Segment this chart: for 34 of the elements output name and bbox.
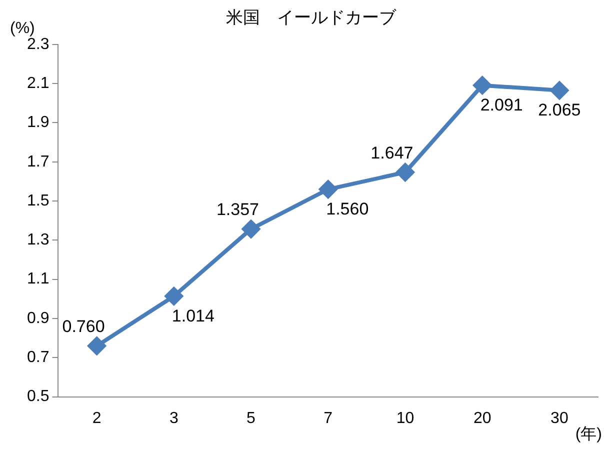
y-tick-label: 1.3 [26,232,50,249]
data-label: 2.065 [538,100,581,120]
data-label: 2.091 [480,96,523,115]
data-label: 1.647 [370,143,414,162]
y-axis-title: (%) [10,20,35,37]
data-label: 0.760 [62,317,105,336]
y-tick-label: 1.5 [26,192,50,210]
point [242,220,260,238]
point [550,81,568,100]
data-label: 1.357 [216,200,260,220]
x-tick-label: 3 [169,410,178,427]
data-label: 1.560 [326,199,369,218]
y-tick-label: 1.7 [26,153,50,170]
y-tick-label: 1.9 [26,114,50,132]
x-axis-title: (年) [575,426,602,444]
x-tick-label: 7 [324,410,333,427]
point [473,76,492,94]
y-tick-label: 2.3 [26,36,50,53]
y-tick-label: 1.1 [26,270,50,288]
x-tick-label: 30 [550,410,568,427]
x-tick-label: 20 [473,410,492,427]
point [319,180,338,198]
x-tick-label: 2 [92,410,102,427]
point [88,336,106,355]
x-tick-label: 5 [246,410,256,427]
point [164,287,183,306]
y-tick-label: 0.9 [26,310,50,327]
data-label: 1.014 [172,306,214,326]
y-tick-label: 2.1 [26,74,50,92]
y-tick-label: 0.7 [26,349,50,366]
chart-title: 米国 イールドカーブ [226,8,397,27]
point [396,163,414,182]
y-tick-label: 0.5 [26,388,50,406]
x-tick-label: 10 [396,410,414,427]
